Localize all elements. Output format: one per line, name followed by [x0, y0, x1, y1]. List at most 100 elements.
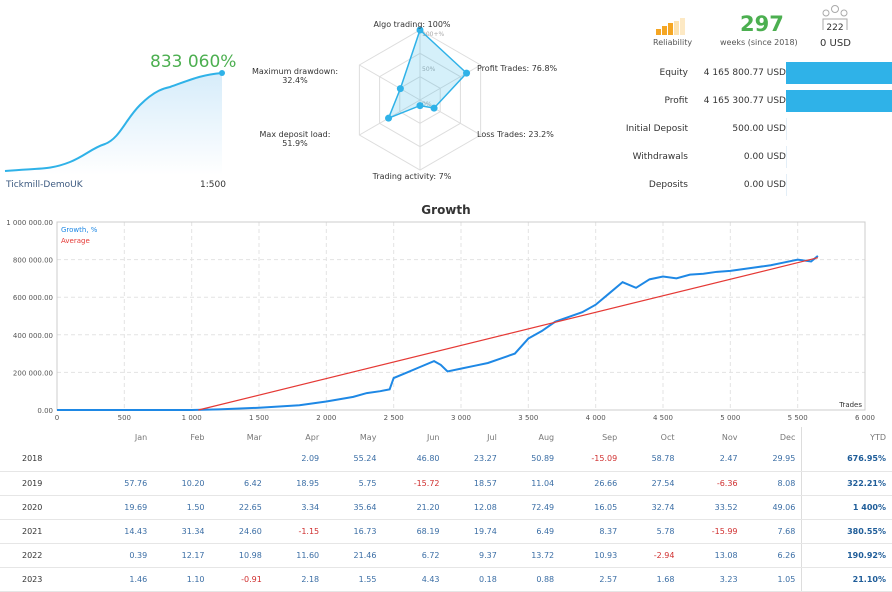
growth-chart: 0.00 200 000.00 400 000.00 600 000.00 800 00…: [6, 219, 875, 422]
month-cell: 72.49: [502, 495, 561, 520]
stat-label: Equity: [659, 68, 688, 78]
ytd-cell: 322.21%: [801, 471, 892, 496]
month-cell: 6.42: [210, 471, 268, 496]
subscribers-count: 222: [826, 23, 844, 33]
month-cell: 1.68: [623, 567, 681, 592]
month-cell: 26.66: [560, 471, 624, 496]
month-cell: 7.68: [743, 519, 802, 544]
x-tick-label: 4 500: [653, 414, 673, 422]
radar-spoke: [359, 64, 421, 101]
stat-value: 4 165 300.77 USD: [703, 96, 786, 106]
month-cell: 10.20: [153, 471, 211, 496]
month-cell: 5.75: [325, 471, 383, 496]
radar-label: Loss Trades: 23.2%: [477, 130, 554, 139]
monthly-returns-table: Jan Feb Mar Apr May Jun Jul Aug Sep Oct Nov Dec YTD 2…: [0, 427, 892, 592]
month-cell: 13.72: [502, 543, 561, 568]
mini-growth-chart: [4, 70, 225, 175]
month-cell: 11.04: [502, 471, 561, 496]
column-header: Jan: [134, 432, 148, 442]
stat-row-initial-deposit: Initial Deposit 500.00 USD: [600, 119, 786, 139]
year-cell: 2019: [0, 471, 96, 496]
column-header: Nov: [721, 432, 738, 442]
year-cell: 2018: [0, 447, 96, 472]
month-cell: 10.93: [560, 543, 624, 568]
y-tick-label: 400 000.00: [13, 332, 53, 340]
radar-chart: 100+% 50% 0%: [358, 26, 482, 171]
radar-label: Trading activity: 7%: [372, 172, 452, 181]
month-cell: 6.26: [743, 543, 802, 568]
month-cell: 32.74: [623, 495, 681, 520]
radar-point: [416, 26, 424, 34]
radar-label: Algo trading: 100%: [373, 20, 451, 29]
subscribers-funds: 0 USD: [820, 38, 851, 49]
stat-row-profit: Profit 4 165 300.77 USD: [600, 91, 786, 111]
month-cell: 8.08: [743, 471, 802, 496]
month-cell: -6.36: [680, 471, 744, 496]
month-cell: 2.47: [680, 447, 744, 472]
month-cell: 6.49: [502, 519, 561, 544]
month-cell: 49.06: [743, 495, 802, 520]
x-tick-label: 5 500: [788, 414, 808, 422]
table-row: 2022 0.39 12.17 10.98 11.60 21.46 6.72 9.37 13.7…: [0, 543, 892, 568]
x-tick-label: 3 000: [451, 414, 471, 422]
legend-item: Average: [61, 237, 90, 245]
month-cell: 0.88: [502, 567, 561, 592]
mini-growth-line: [4, 72, 223, 172]
stat-row-deposits: Deposits 0.00 USD: [600, 175, 786, 195]
legend-item: Growth, %: [61, 226, 98, 234]
column-header: Feb: [190, 432, 205, 442]
column-header: Dec: [779, 432, 796, 442]
radar-spoke: [419, 99, 481, 136]
month-cell: 1.05: [743, 567, 802, 592]
month-cell: 16.05: [560, 495, 624, 520]
radar-point: [416, 102, 424, 110]
year-cell: 2022: [0, 543, 96, 568]
month-cell: 6.72: [382, 543, 446, 568]
y-tick-label: 800 000.00: [13, 257, 53, 265]
month-cell: 23.27: [445, 447, 503, 472]
month-cell: 11.60: [267, 543, 326, 568]
month-cell: 21.46: [325, 543, 383, 568]
x-tick-label: 6 000: [855, 414, 875, 422]
stat-value: 0.00 USD: [743, 152, 786, 162]
column-header: Oct: [660, 432, 675, 442]
month-cell: [153, 447, 211, 472]
month-cell: 0.39: [95, 543, 154, 568]
month-cell: 12.08: [445, 495, 503, 520]
x-tick-label: 0: [55, 414, 59, 422]
table-row: 2023 1.46 1.10 -0.91 2.18 1.55 4.43 0.18 0.88 2.5…: [0, 567, 892, 592]
stat-label: Deposits: [648, 180, 688, 190]
stat-bar: [786, 174, 787, 196]
radar-point: [396, 85, 404, 93]
stat-row-withdrawals: Withdrawals 0.00 USD: [600, 147, 786, 167]
stat-value: 0.00 USD: [743, 180, 786, 190]
radar-label: Maximum drawdown: 32.4%: [251, 67, 339, 85]
x-tick-label: 4 000: [586, 414, 606, 422]
month-cell: 1.50: [153, 495, 211, 520]
stat-label: Withdrawals: [632, 152, 688, 162]
ytd-cell: 21.10%: [801, 567, 892, 592]
subscribers-icon[interactable]: 222: [820, 4, 850, 33]
y-tick-label: 200 000.00: [13, 369, 53, 377]
ytd-cell: 190.92%: [801, 543, 892, 568]
year-cell: 2023: [0, 567, 96, 592]
x-tick-label: 500: [118, 414, 131, 422]
y-tick-label: 0.00: [37, 407, 53, 415]
month-cell: 58.78: [623, 447, 681, 472]
column-header: YTD: [801, 427, 892, 447]
weeks-count: 297: [740, 12, 784, 36]
stat-value: 500.00 USD: [732, 124, 786, 134]
month-cell: -2.94: [623, 543, 681, 568]
stat-bar: [786, 118, 787, 140]
radar-tick: 0%: [422, 101, 432, 108]
month-cell: [210, 447, 268, 472]
column-header: Apr: [305, 432, 320, 442]
stat-bar: [786, 90, 892, 112]
table-row: 2019 57.76 10.20 6.42 18.95 5.75 -15.72 18.57 11…: [0, 471, 892, 496]
month-cell: 0.18: [445, 567, 503, 592]
column-header: Sep: [602, 432, 618, 442]
broker-link[interactable]: Tickmill-DemoUK: [6, 180, 83, 190]
stat-value: 4 165 800.77 USD: [703, 68, 786, 78]
month-cell: -15.72: [382, 471, 446, 496]
column-header: Jul: [487, 432, 497, 442]
